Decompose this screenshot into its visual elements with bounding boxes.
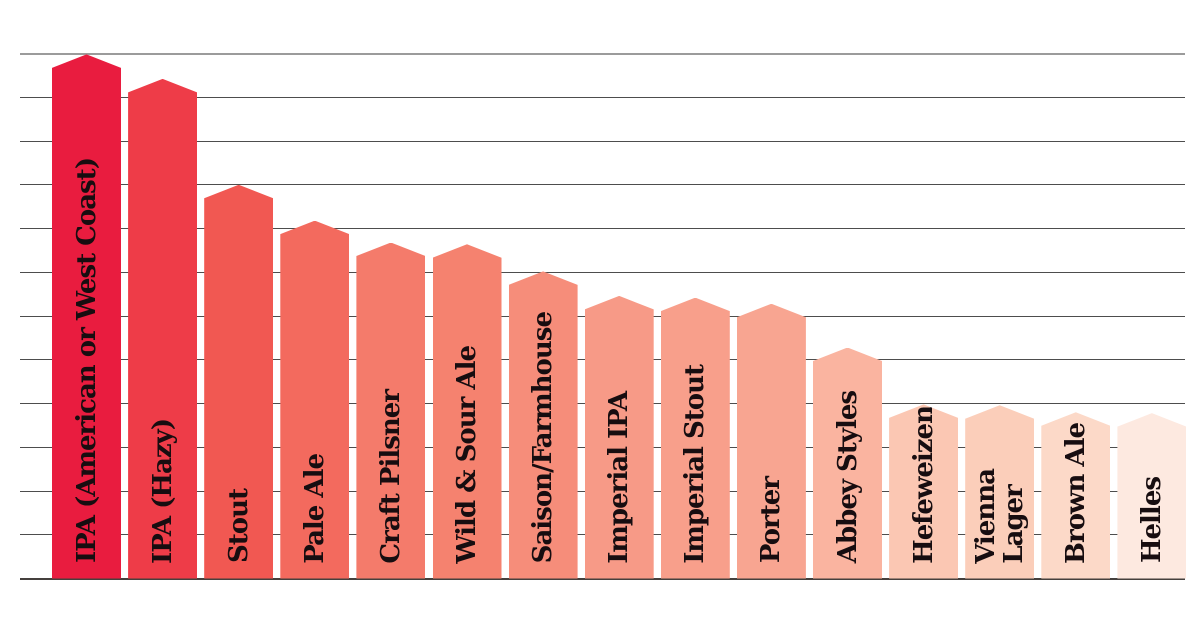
gridline xyxy=(20,228,1185,229)
bar-brown-ale: Brown Ale xyxy=(1041,412,1111,579)
bar-saison-farmhouse: Saison/Farmhouse xyxy=(508,271,578,579)
bar-label-pale-ale: Pale Ale xyxy=(299,453,330,564)
bar-label-craft-pilsner: Craft Pilsner xyxy=(375,389,406,564)
bar-ipa-hazy: IPA (Hazy) xyxy=(128,78,198,579)
bar-label-imperial-stout: Imperial Stout xyxy=(680,364,711,564)
bar-porter: Porter xyxy=(736,303,806,579)
bar-craft-pilsner: Craft Pilsner xyxy=(356,242,426,579)
bar-label-ipa-american-or-west-coast: IPA (American or West Coast) xyxy=(71,158,102,564)
bar-label-wild-sour-ale: Wild & Sour Ale xyxy=(451,345,482,564)
bar-vienna-lager: Vienna Lager xyxy=(965,405,1035,579)
bar-label-imperial-ipa: Imperial IPA xyxy=(604,391,635,564)
bar-helles: Helles xyxy=(1117,413,1187,579)
gridline xyxy=(20,96,1185,98)
bar-label-porter: Porter xyxy=(756,477,787,564)
bar-ipa-american-or-west-coast: IPA (American or West Coast) xyxy=(52,54,121,579)
bar-imperial-stout: Imperial Stout xyxy=(660,297,730,579)
bar-imperial-ipa: Imperial IPA xyxy=(584,295,654,579)
bar-wild-sour-ale: Wild & Sour Ale xyxy=(432,244,502,579)
bar-label-hefeweizen: Hefeweizen xyxy=(908,405,939,564)
bar-label-stout: Stout xyxy=(223,489,254,564)
bar-label-vienna-lager: Vienna Lager xyxy=(970,468,1029,564)
bar-abbey-styles: Abbey Styles xyxy=(813,347,882,579)
x-axis-baseline xyxy=(20,577,1185,580)
bar-label-ipa-hazy: IPA (Hazy) xyxy=(147,418,178,564)
gridline xyxy=(20,184,1185,186)
bar-label-abbey-styles: Abbey Styles xyxy=(832,391,863,564)
gridline xyxy=(20,140,1185,142)
bar-stout: Stout xyxy=(204,184,274,579)
bar-label-saison-farmhouse: Saison/Farmhouse xyxy=(528,312,559,564)
bar-label-brown-ale: Brown Ale xyxy=(1060,422,1091,564)
bar-pale-ale: Pale Ale xyxy=(280,220,350,579)
gridline xyxy=(20,52,1185,55)
bar-hefeweizen: Hefeweizen xyxy=(889,404,959,579)
gridline xyxy=(20,271,1185,273)
bar-label-helles: Helles xyxy=(1136,477,1167,564)
